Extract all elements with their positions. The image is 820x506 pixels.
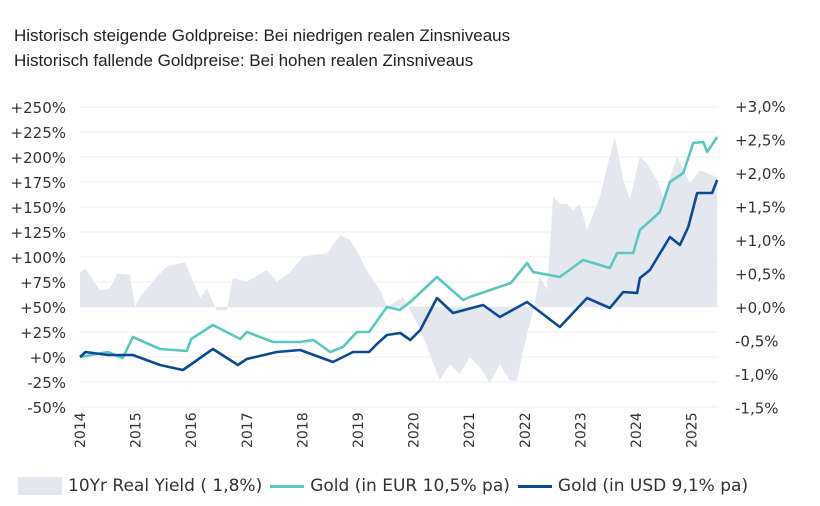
y-right-tick-label: -1,0% [735,366,779,384]
y-right-tick-label: +3,0% [735,98,786,116]
y-left-tick-label: +200% [11,149,66,167]
x-tick-label: 2021 [462,412,478,448]
legend-item-gold-usd: Gold (in USD 9,1% pa) [517,476,749,496]
x-tick-label: 2025 [685,412,701,448]
y-left-tick-label: +25% [20,324,66,342]
x-tick-label: 2016 [184,412,200,448]
x-tick-label: 2019 [351,412,367,448]
legend: 10Yr Real Yield ( 1,8%) Gold (in EUR 10,… [18,476,756,496]
y-right-tick-label: +1,0% [735,232,786,250]
gold-usd-line [79,179,719,372]
x-tick-label: 2018 [295,412,311,448]
y-left-tick-label: +150% [11,199,66,217]
y-left-tick-label: -25% [27,374,66,392]
x-tick-label: 2020 [407,412,423,448]
legend-swatch-line [270,484,305,488]
legend-label: Gold (in USD 9,1% pa) [557,476,749,496]
legend-label: Gold (in EUR 10,5% pa) [310,476,510,496]
y-right-tick-label: +0,5% [735,266,786,284]
y-left-tick-label: +225% [11,124,66,142]
legend-label: 10Yr Real Yield ( 1,8%) [68,476,263,496]
chart-title-line-1: Historisch steigende Goldpreise: Bei nie… [14,26,511,45]
chart-title-line-2: Historisch fallende Goldpreise: Bei hohe… [14,51,474,70]
y-right-tick-label: +1,5% [735,199,786,217]
x-tick-label: 2024 [629,412,645,448]
legend-swatch-line [517,484,552,488]
x-tick-label: 2014 [73,412,89,448]
y-right-tick-label: +2,5% [735,132,786,150]
x-tick-label: 2015 [129,412,145,448]
y-right-tick-label: +2,0% [735,165,786,183]
real-yield-area [80,136,718,383]
y-left-tick-label: -50% [27,399,66,417]
y-right-tick-label: +0,0% [735,299,786,317]
y-left-tick-label: +250% [11,99,66,117]
y-left-tick-label: +0% [30,349,66,367]
y-left-tick-label: +100% [11,249,66,267]
gold-eur-line [79,136,719,360]
legend-swatch-area [18,477,62,495]
y-right-tick-label: -1,5% [735,400,779,418]
y-left-tick-label: +75% [20,274,66,292]
x-tick-label: 2022 [518,412,534,448]
y-right-tick-label: -0,5% [735,333,779,351]
legend-item-real-yield: 10Yr Real Yield ( 1,8%) [18,476,262,496]
x-tick-label: 2017 [240,412,256,448]
legend-item-gold-eur: Gold (in EUR 10,5% pa) [270,476,510,496]
y-left-tick-label: +125% [11,224,66,242]
y-left-tick-label: +50% [20,299,66,317]
y-left-tick-label: +175% [11,174,66,192]
x-tick-label: 2023 [573,412,589,448]
